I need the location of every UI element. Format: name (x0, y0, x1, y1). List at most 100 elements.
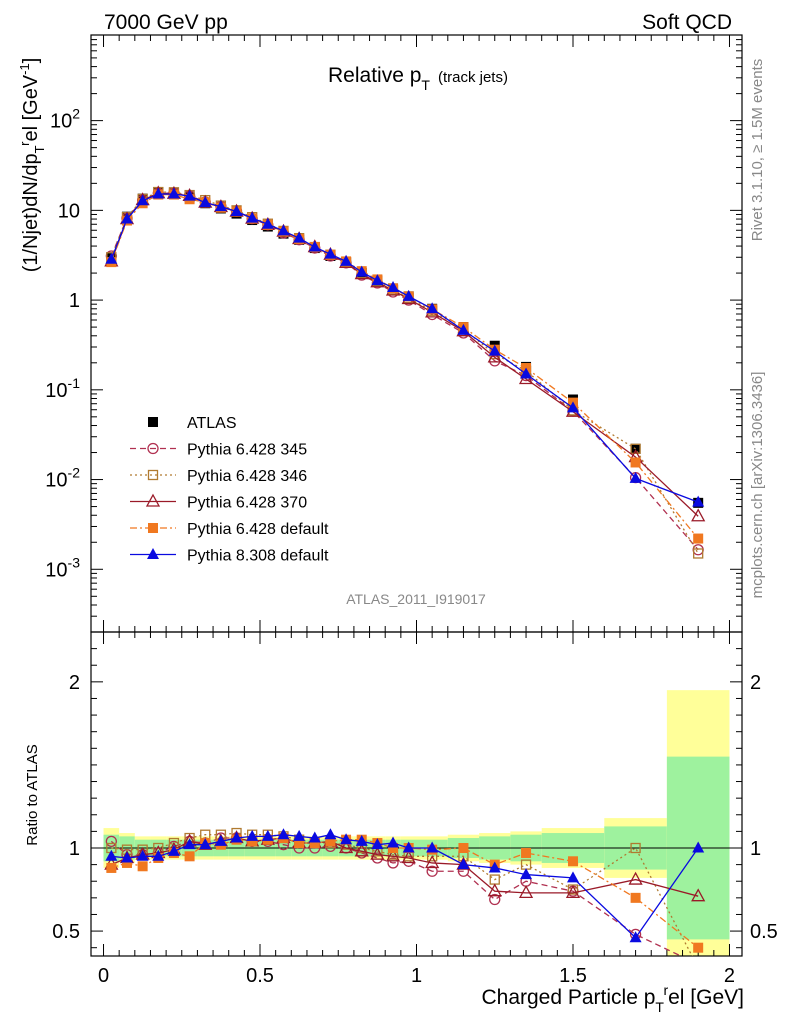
y-axis-label-sub: T (32, 145, 47, 153)
ratio-y-tick-label-right: 1 (750, 838, 761, 860)
main-point (691, 508, 706, 522)
y-axis-label-sup: r (17, 141, 32, 146)
x-axis-label-sup: r (663, 982, 668, 998)
y-tick-label: 10-3 (45, 554, 80, 581)
ratio-point (136, 849, 149, 861)
ratio-point (387, 836, 400, 848)
watermark: ATLAS_2011_I919017 (346, 591, 486, 607)
ratio-point (167, 844, 180, 856)
main-point (629, 471, 642, 483)
ratio-point (120, 851, 133, 863)
legend-marker (147, 469, 159, 481)
ratio-point (426, 841, 439, 853)
y-tick-exp: 2 (72, 106, 80, 122)
ratio-point (199, 838, 212, 850)
legend-label: Pythia 6.428 370 (187, 495, 307, 512)
ratio-point (230, 831, 243, 843)
legend-label: Pythia 6.428 346 (187, 468, 307, 485)
ratio-point (487, 883, 502, 897)
ratio-point (246, 829, 259, 841)
header-left: 7000 GeV pp (104, 11, 228, 34)
ratio-point (567, 856, 578, 867)
main-point (371, 274, 384, 286)
main-point (120, 212, 133, 224)
y-tick-label: 10-2 (45, 465, 80, 492)
legend: ATLAS Pythia 6.428 345 Pythia 6.428 346 Pyt… (130, 415, 329, 565)
ratio-point (694, 963, 703, 972)
ratio-point (106, 862, 117, 873)
main-frame (90, 34, 743, 633)
ratio-y-tick-label: 1 (69, 838, 80, 860)
ratio-point (566, 871, 579, 883)
legend-marker (147, 548, 159, 559)
y-tick-exp: -3 (68, 554, 81, 570)
main-point (693, 533, 704, 544)
main-point (520, 367, 533, 379)
ratio-point (628, 871, 643, 885)
main-point (488, 344, 501, 356)
y-tick-label: 1 (69, 290, 80, 312)
ratio-plot-area (91, 690, 742, 956)
y-tick-base: 10 (45, 559, 67, 581)
ratio-point (184, 851, 195, 862)
y-tick-label: 102 (50, 106, 80, 133)
y-tick-base: 1 (69, 290, 80, 312)
ratio-y-tick-label: 0.5 (52, 921, 80, 943)
ratio-point (521, 847, 532, 858)
legend-marker (148, 417, 158, 427)
ratio-point (693, 959, 703, 969)
y-tick-base: 10 (45, 380, 67, 402)
ratio-point (137, 861, 148, 872)
main-point (183, 189, 196, 201)
ratio-point (692, 841, 705, 853)
main-point (230, 205, 243, 217)
y-tick-base: 10 (58, 200, 80, 222)
side-text-mcplots: mcplots.cern.ch [arXiv:1306.3436] (749, 372, 766, 599)
ratio-point (309, 838, 320, 849)
ratio-point (629, 931, 642, 943)
main-point (246, 211, 259, 223)
legend-label: Pythia 8.308 default (187, 548, 329, 565)
main-point (105, 252, 118, 264)
main-point (692, 495, 705, 507)
main-point (355, 265, 368, 277)
ratio-point (457, 858, 470, 870)
main-point (214, 200, 227, 212)
main-point (457, 323, 470, 335)
main-point (324, 247, 337, 259)
ratio-point (401, 850, 416, 864)
ratio-point (152, 849, 165, 861)
ratio-point (247, 836, 258, 847)
ratio-point (261, 829, 274, 841)
ratio-point (371, 838, 384, 850)
ratio-point (293, 829, 306, 841)
y-tick-exp: -1 (68, 375, 81, 391)
main-point (387, 281, 400, 293)
ratio-point (458, 843, 469, 853)
x-tick-label: 1 (411, 965, 422, 987)
main-point (402, 289, 415, 301)
main-series-group (104, 185, 706, 559)
legend-label: ATLAS (187, 415, 237, 432)
ratio-point (518, 885, 534, 899)
main-point (566, 401, 579, 413)
main-point (136, 194, 149, 206)
legend-label: Pythia 6.428 default (187, 521, 329, 538)
main-point (152, 187, 165, 199)
ratio-point (387, 857, 399, 869)
x-axis-label-tail: el [GeV] (668, 986, 744, 1009)
x-axis-label-sub: T (655, 999, 664, 1015)
ratio-y-tick-label-right: 0.5 (750, 921, 778, 943)
ratio-point (308, 831, 321, 843)
ratio-point (294, 838, 305, 849)
ratio-y-label: Ratio to ATLAS (24, 744, 41, 845)
ratio-point (385, 848, 401, 862)
main-title-suffix: (track jets) (438, 69, 508, 86)
header-right: Soft QCD (642, 11, 732, 34)
y-tick-base: 10 (45, 470, 67, 492)
ratio-point (338, 840, 354, 854)
side-text-rivet: Rivet 3.1.10, ≥ 1.5M events (749, 59, 766, 242)
y-axis-label-unit-sup: -1 (17, 63, 32, 75)
ratio-point (214, 834, 227, 846)
